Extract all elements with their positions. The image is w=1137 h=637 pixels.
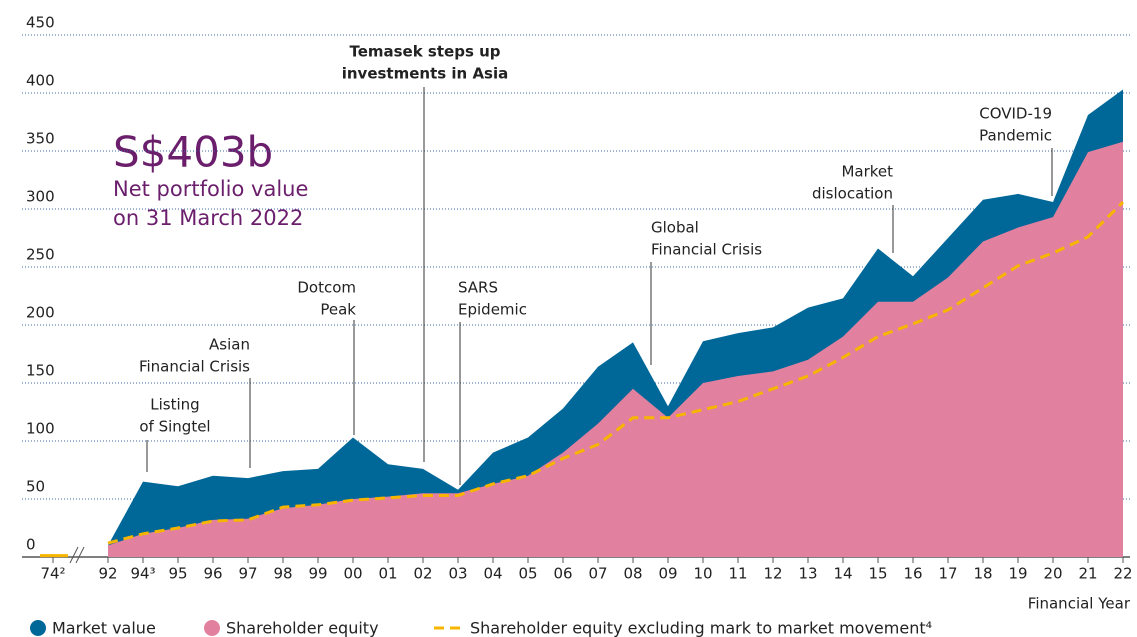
y-tick-label: 300: [26, 188, 55, 206]
x-tick-label: 17: [938, 565, 957, 583]
x-tick-label: 74²: [40, 565, 65, 583]
x-tick-label: 00: [343, 565, 362, 583]
x-tick-label: 19: [1008, 565, 1027, 583]
axis-break: [69, 546, 79, 564]
annotation: Peak: [320, 301, 356, 319]
y-tick-label: 200: [26, 304, 55, 322]
annotation: of Singtel: [139, 418, 210, 436]
annotation: investments in Asia: [342, 65, 509, 83]
x-tick-label: 09: [658, 565, 677, 583]
x-tick-label: 96: [203, 565, 222, 583]
x-tick-label: 02: [413, 565, 432, 583]
x-tick-label: 97: [238, 565, 257, 583]
x-tick-label: 12: [763, 565, 782, 583]
annotation: Market: [841, 163, 893, 181]
y-tick-label: 350: [26, 130, 55, 148]
x-tick-label: 03: [448, 565, 467, 583]
y-tick-label: 400: [26, 72, 55, 90]
legend-swatch: [204, 620, 220, 636]
x-tick-label: 20: [1043, 565, 1062, 583]
annotation: Financial Crisis: [651, 241, 762, 259]
x-tick-label: 11: [728, 565, 747, 583]
x-tick-label: 98: [273, 565, 292, 583]
annotation: Epidemic: [458, 301, 527, 319]
legend-label: Market value: [52, 619, 156, 637]
annotation: Dotcom: [297, 279, 356, 297]
headline: S$403b: [113, 128, 273, 177]
y-tick-label: 0: [26, 536, 36, 554]
annotation: Pandemic: [979, 127, 1052, 145]
annotation: COVID-19: [979, 105, 1052, 123]
subtitle: on 31 March 2022: [113, 206, 303, 230]
x-tick-label: 01: [378, 565, 397, 583]
x-tick-label: 95: [168, 565, 187, 583]
annotation: Financial Crisis: [139, 358, 250, 376]
annotation: Temasek steps up: [349, 43, 500, 61]
x-axis-label: Financial Year: [1028, 595, 1131, 613]
y-tick-label: 50: [26, 478, 45, 496]
y-tick-label: 100: [26, 420, 55, 438]
subtitle: Net portfolio value: [113, 177, 308, 201]
marks: [40, 89, 1125, 558]
legend-label: Shareholder equity excluding mark to mar…: [470, 619, 932, 637]
annotation: Listing: [150, 396, 199, 414]
x-tick-label: 04: [483, 565, 502, 583]
x-tick-label: 21: [1078, 565, 1097, 583]
x-tick-label: 99: [308, 565, 327, 583]
y-tick-label: 150: [26, 362, 55, 380]
annotation: Global: [651, 219, 699, 237]
x-tick-label: 13: [798, 565, 817, 583]
x-tick-label: 06: [553, 565, 572, 583]
x-tick-label: 07: [588, 565, 607, 583]
area-series: [108, 141, 1123, 557]
annotation: dislocation: [812, 185, 893, 203]
x-tick-label: 94³: [130, 565, 155, 583]
x-tick-label: 08: [623, 565, 642, 583]
x-tick-label: 05: [518, 565, 537, 583]
legend-label: Shareholder equity: [226, 619, 379, 637]
y-tick-label: 250: [26, 246, 55, 264]
annotation: SARS: [458, 279, 498, 297]
x-tick-label: 92: [98, 565, 117, 583]
axis-break: [75, 546, 85, 564]
x-tick-label: 14: [833, 565, 852, 583]
x-tick-label: 16: [903, 565, 922, 583]
legend-swatch: [30, 620, 46, 636]
y-tick-label: 450: [26, 14, 55, 32]
x-tick-label: 15: [868, 565, 887, 583]
x-tick-label: 10: [693, 565, 712, 583]
annotation: Asian: [209, 336, 250, 354]
x-tick-label: 18: [973, 565, 992, 583]
x-tick-label: 22: [1113, 565, 1132, 583]
